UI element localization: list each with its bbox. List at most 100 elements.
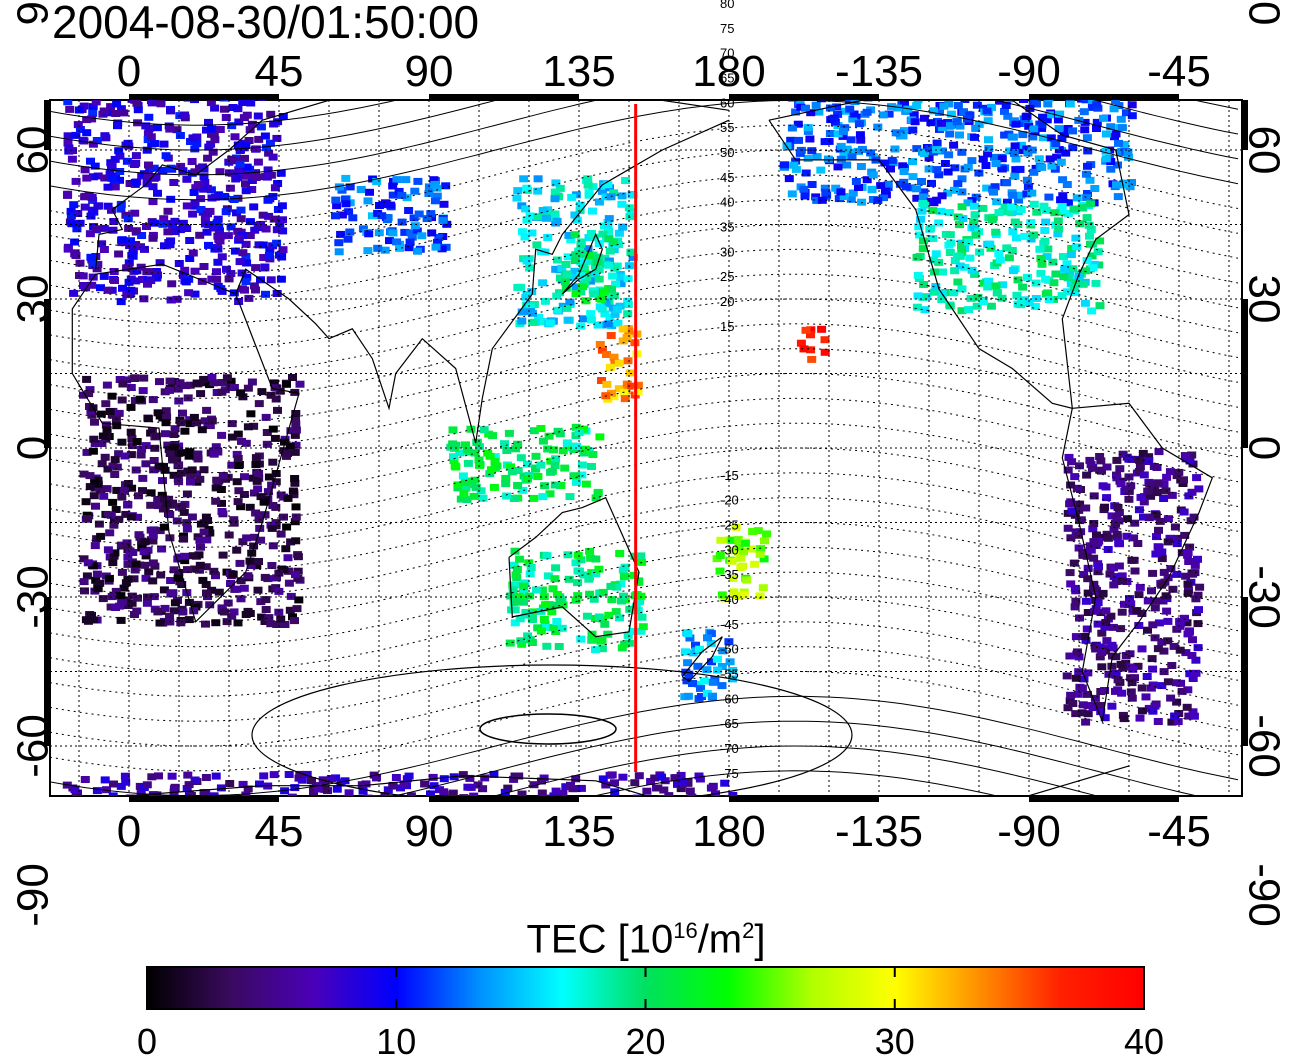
tec-cell xyxy=(1037,124,1047,132)
tec-cell xyxy=(438,216,448,224)
tec-cell xyxy=(1146,492,1156,500)
tec-cell xyxy=(242,259,252,267)
tec-cell xyxy=(395,244,405,252)
tec-cell xyxy=(563,316,573,324)
tec-cell xyxy=(1125,595,1134,603)
tec-cell xyxy=(525,303,535,311)
tec-cell xyxy=(1185,670,1195,678)
tec-cell xyxy=(946,110,956,118)
tec-cell xyxy=(1044,296,1054,304)
tec-cell xyxy=(465,774,475,782)
tec-cell xyxy=(227,433,237,441)
contour-label: -25 xyxy=(720,518,739,533)
tec-cell xyxy=(99,272,109,280)
tec-cell xyxy=(555,184,565,192)
tec-cell xyxy=(787,124,797,132)
tec-cell xyxy=(363,811,372,818)
tec-cell xyxy=(1079,633,1089,640)
tec-cell xyxy=(229,608,239,616)
tec-cell xyxy=(1107,662,1117,670)
tec-cell xyxy=(212,389,222,396)
tec-cell xyxy=(536,425,546,432)
tec-cell xyxy=(291,571,300,579)
tec-cell xyxy=(206,140,216,148)
tec-cell xyxy=(983,283,993,291)
tec-cell xyxy=(1071,674,1081,682)
tec-cell xyxy=(358,225,368,233)
tec-cell xyxy=(1102,637,1112,645)
tec-cell xyxy=(489,844,498,851)
tec-cell xyxy=(1072,484,1082,492)
tec-cell xyxy=(963,163,973,171)
tec-cell xyxy=(93,585,103,593)
contour-labels: 8075706560555045403530252015-15-20-25-30… xyxy=(720,0,739,781)
coastline xyxy=(508,496,640,638)
tec-cell xyxy=(842,145,852,153)
tec-cell xyxy=(105,170,115,178)
tec-cell xyxy=(753,527,763,535)
tec-cell xyxy=(1134,468,1144,475)
tec-cell xyxy=(1101,483,1111,491)
tec-cell xyxy=(926,224,936,232)
tec-cell xyxy=(292,605,302,613)
tec-cell xyxy=(964,306,974,314)
tec-cell xyxy=(517,829,526,836)
tec-cell xyxy=(261,225,271,233)
tec-cell xyxy=(1097,649,1107,656)
tec-cell xyxy=(80,166,90,174)
tec-cell xyxy=(488,821,497,828)
tec-cell xyxy=(405,238,415,246)
tec-cell xyxy=(417,232,427,240)
tec-cell xyxy=(1189,513,1199,521)
tec-cell xyxy=(139,548,149,556)
tec-cell xyxy=(161,817,170,824)
tec-cell xyxy=(534,313,544,321)
tec-cell xyxy=(1088,264,1098,272)
tec-cell xyxy=(246,410,256,418)
tec-cell xyxy=(1065,500,1075,508)
tec-cell xyxy=(217,604,227,612)
tec-cell xyxy=(500,788,510,796)
tec-cell xyxy=(463,817,472,824)
tec-cell xyxy=(185,420,195,428)
tec-cell xyxy=(473,781,483,789)
contour-line xyxy=(50,422,1239,524)
tec-cell xyxy=(232,585,242,593)
tec-cell xyxy=(1095,702,1105,709)
tec-cell xyxy=(972,101,982,109)
right-lat-label: -90 xyxy=(1240,863,1289,927)
tec-cell xyxy=(141,574,151,582)
tec-cell xyxy=(1053,230,1063,238)
tec-cell xyxy=(1082,552,1092,560)
tec-cell xyxy=(265,246,275,254)
tec-cell xyxy=(525,570,535,578)
tec-cell xyxy=(388,782,398,790)
tec-cell xyxy=(105,529,115,537)
tec-cell xyxy=(1139,498,1149,506)
tec-cell xyxy=(148,234,158,242)
tec-cell xyxy=(391,774,401,781)
tec-cell xyxy=(407,233,417,241)
tec-cell xyxy=(182,202,192,210)
tec-cell xyxy=(984,136,993,144)
tec-cell xyxy=(227,461,237,469)
tec-cell xyxy=(245,126,255,134)
tec-cell xyxy=(360,798,369,805)
tec-cell xyxy=(488,432,498,440)
tec-cell xyxy=(995,100,1004,105)
tec-cell xyxy=(580,258,590,266)
geomagnetic-contours xyxy=(50,100,1239,796)
tec-cell xyxy=(918,293,928,301)
tec-cell xyxy=(527,229,537,237)
tec-cell xyxy=(1110,521,1120,529)
tec-cell xyxy=(250,533,260,541)
tec-cell xyxy=(623,301,633,309)
tec-cell xyxy=(1099,114,1108,122)
tec-cell xyxy=(557,624,567,632)
tec-cell xyxy=(521,608,531,616)
tec-cell xyxy=(684,670,694,678)
tec-cell xyxy=(459,490,469,498)
tec-cell xyxy=(211,619,221,627)
tec-cell xyxy=(1149,463,1159,470)
tec-cell xyxy=(224,830,233,837)
